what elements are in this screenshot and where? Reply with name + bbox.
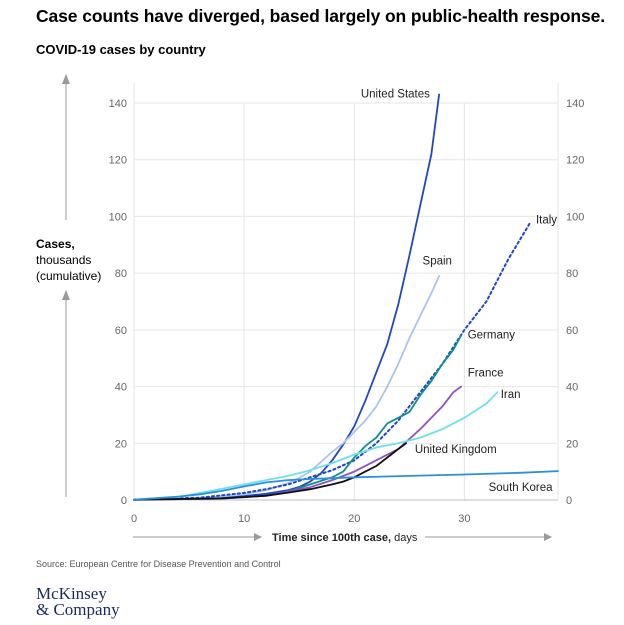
y-axis-label: Cases, thousands (cumulative) [36, 236, 101, 284]
series-label-italy: Italy [536, 215, 557, 227]
y-tick-right-60: 60 [566, 325, 578, 337]
y-tick-left-20: 20 [115, 438, 127, 450]
y-tick-left-60: 60 [115, 325, 127, 337]
source-note: Source: European Centre for Disease Prev… [36, 559, 281, 569]
y-arrow-upper-head [62, 74, 70, 84]
y-tick-right-40: 40 [566, 382, 578, 394]
series-line-spain [133, 275, 440, 501]
x-axis-title-bold: Time since 100th case, [272, 532, 391, 544]
series-label-united-kingdom: United Kingdom [415, 444, 497, 456]
y-tick-left-0: 0 [121, 495, 127, 507]
x-arrow-left-head [254, 533, 262, 541]
series-line-united-states [133, 93, 440, 501]
y-tick-left-140: 140 [109, 98, 127, 110]
y-axis-label-line2: thousands [36, 253, 92, 267]
y-tick-right-0: 0 [566, 495, 572, 507]
y-tick-right-120: 120 [566, 155, 584, 167]
y-axis-label-bold: Cases, [36, 237, 75, 251]
y-tick-right-140: 140 [566, 98, 584, 110]
logo-line1: McKinsey [36, 584, 107, 603]
chart-subtitle: COVID-19 cases by country [36, 42, 206, 57]
series-line-united-kingdom [133, 442, 407, 501]
series-label-france: France [468, 368, 504, 380]
y-tick-left-40: 40 [115, 382, 127, 394]
y-tick-right-80: 80 [566, 268, 578, 280]
series-label-germany: Germany [468, 329, 516, 341]
series-label-spain: Spain [423, 256, 452, 268]
x-tick-10: 10 [238, 513, 250, 525]
y-tick-left-100: 100 [109, 211, 127, 223]
series-label-iran: Iran [501, 389, 521, 401]
y-arrow-lower-head [62, 290, 70, 300]
series-line-south-korea [133, 470, 559, 501]
logo-line2: & Company [36, 600, 120, 619]
series-label-south-korea: South Korea [489, 482, 554, 494]
x-tick-0: 0 [131, 513, 137, 525]
y-tick-left-80: 80 [115, 268, 127, 280]
x-tick-30: 30 [458, 513, 470, 525]
series-label-united-states: United States [361, 88, 430, 100]
brand-logo: McKinsey & Company [36, 584, 120, 619]
y-tick-left-120: 120 [109, 155, 127, 167]
x-arrow-right-head [544, 533, 552, 541]
x-tick-20: 20 [348, 513, 360, 525]
y-tick-right-100: 100 [566, 211, 584, 223]
y-tick-right-20: 20 [566, 438, 578, 450]
series-line-iran [133, 391, 499, 501]
x-axis-title-unit: days [391, 532, 418, 544]
x-axis-title: Time since 100th case, days [272, 532, 418, 544]
series-line-italy [133, 221, 532, 501]
headline: Case counts have diverged, based largely… [36, 6, 606, 26]
series-labels: United States Spain Italy Germany France Iran… [361, 88, 557, 494]
series-lines [133, 93, 559, 501]
grid-lines [133, 83, 559, 501]
y-axis-label-line3: (cumulative) [36, 269, 102, 283]
